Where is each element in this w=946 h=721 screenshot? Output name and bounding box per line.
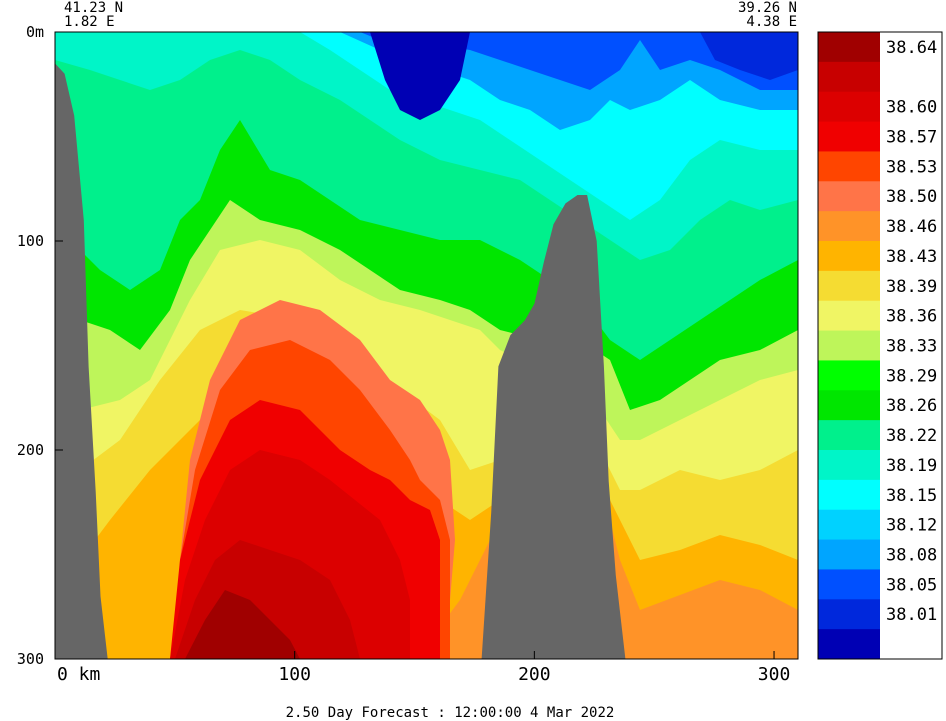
colorbar-swatch bbox=[818, 539, 880, 570]
seafloor-bathymetry bbox=[55, 32, 626, 659]
right-longitude-label: 4.38 E bbox=[746, 14, 797, 30]
colorbar-swatch bbox=[818, 241, 880, 272]
colorbar-swatch bbox=[818, 91, 880, 123]
colorbar-swatch bbox=[818, 390, 880, 421]
colorbar-swatch bbox=[818, 151, 880, 182]
colorbar-label: 38.33 bbox=[886, 337, 937, 357]
colorbar-swatch bbox=[818, 270, 880, 302]
colorbar-swatch bbox=[818, 450, 880, 481]
colorbar-swatch bbox=[818, 420, 880, 451]
right-latitude-label: 39.26 N bbox=[738, 0, 797, 16]
left-latitude-label: 41.23 N bbox=[64, 0, 123, 16]
colorbar-swatch bbox=[818, 300, 880, 332]
colorbar-label: 38.64 bbox=[886, 38, 937, 58]
colorbar-label: 38.05 bbox=[886, 575, 937, 595]
colorbar-label: 38.12 bbox=[886, 516, 937, 536]
forecast-footer: 2.50 Day Forecast : 12:00:00 4 Mar 2022 bbox=[286, 705, 615, 721]
colorbar-label: 38.50 bbox=[886, 187, 937, 207]
colorbar-swatch bbox=[818, 330, 880, 361]
colorbar-swatch bbox=[818, 211, 880, 242]
colorbar-label: 38.36 bbox=[886, 307, 937, 327]
colorbar-swatch bbox=[818, 629, 880, 660]
colorbar-swatch bbox=[818, 121, 880, 152]
colorbar-frame bbox=[817, 31, 943, 660]
colorbar-swatch bbox=[818, 569, 880, 600]
colorbar: 38.64 38.60 38.57 38.53 38.50 38.46 38.43 38.39… bbox=[817, 31, 943, 660]
colorbar-swatch bbox=[818, 360, 880, 391]
x-tick-label: 300 bbox=[758, 664, 791, 685]
x-tick-label: 0 km bbox=[57, 664, 100, 685]
colorbar-label: 38.46 bbox=[886, 217, 937, 237]
colorbar-swatch bbox=[818, 181, 880, 212]
plot-frame bbox=[54, 31, 799, 660]
y-tick-label: 200 bbox=[17, 441, 44, 459]
colorbar-label: 38.08 bbox=[886, 546, 937, 566]
x-axis: 0 km 100 200 300 bbox=[54, 651, 791, 685]
layer-blue bbox=[360, 32, 798, 90]
colorbar-label: 38.53 bbox=[886, 157, 937, 177]
y-axis: 0m 100 200 300 bbox=[17, 23, 63, 668]
colorbar-swatch bbox=[818, 61, 880, 93]
plot-area bbox=[55, 32, 798, 659]
y-tick-label: 100 bbox=[17, 232, 44, 250]
colorbar-label: 38.43 bbox=[886, 247, 937, 267]
colorbar-swatch bbox=[818, 32, 880, 63]
x-tick-label: 100 bbox=[278, 664, 311, 685]
colorbar-label: 38.26 bbox=[886, 396, 937, 416]
layer-maroon bbox=[185, 590, 300, 659]
left-longitude-label: 1.82 E bbox=[64, 14, 115, 30]
colorbar-label: 38.19 bbox=[886, 456, 937, 476]
colorbar-swatch bbox=[818, 509, 880, 541]
layer-dark-blue-right bbox=[700, 32, 798, 80]
x-tick-label: 200 bbox=[518, 664, 551, 685]
colorbar-label: 38.57 bbox=[886, 128, 937, 148]
colorbar-label: 38.39 bbox=[886, 277, 937, 297]
colorbar-swatch bbox=[818, 599, 880, 630]
y-tick-label: 0m bbox=[26, 23, 44, 41]
layer-dark-blue bbox=[370, 32, 470, 120]
y-tick-label: 300 bbox=[17, 650, 44, 668]
colorbar-label: 38.22 bbox=[886, 426, 937, 446]
colorbar-label: 38.60 bbox=[886, 98, 937, 118]
colorbar-label: 38.01 bbox=[886, 605, 937, 625]
colorbar-label: 38.15 bbox=[886, 486, 937, 506]
colorbar-label: 38.29 bbox=[886, 366, 937, 386]
colorbar-swatch bbox=[818, 479, 880, 511]
